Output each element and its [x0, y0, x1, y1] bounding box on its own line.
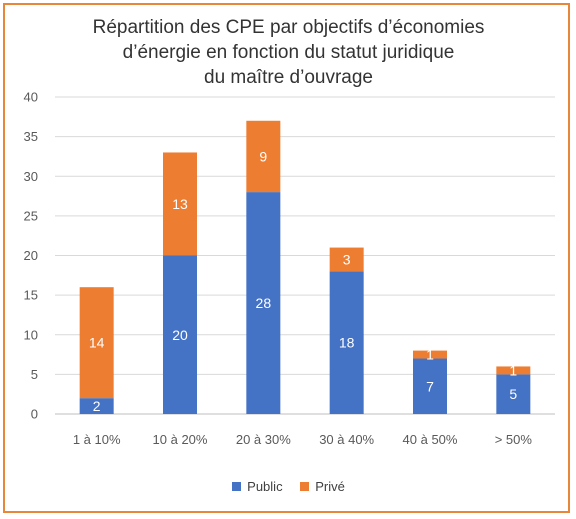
bar-public [163, 255, 197, 414]
x-tick-label: 20 à 30% [236, 432, 291, 447]
data-label: 9 [259, 148, 267, 164]
data-label: 28 [256, 295, 272, 311]
y-tick-label: 20 [24, 248, 38, 263]
data-label: 3 [343, 251, 351, 267]
bar-prive [329, 247, 364, 272]
data-label: 1 [509, 362, 517, 378]
y-tick-label: 10 [24, 327, 38, 342]
y-tick-label: 0 [31, 407, 38, 422]
data-label: 18 [339, 335, 355, 351]
data-label: 13 [172, 196, 188, 212]
legend-item-public: Public [232, 479, 283, 494]
legend-swatch-public [232, 482, 242, 491]
x-tick-label: 1 à 10% [73, 432, 121, 447]
x-tick-label: 40 à 50% [403, 432, 458, 447]
data-label: 20 [172, 327, 188, 343]
x-tick-label: 10 à 20% [153, 432, 208, 447]
bar-prive [496, 366, 531, 375]
y-tick-label: 5 [31, 367, 38, 382]
data-label: 5 [509, 386, 517, 402]
x-tick-label: 30 à 40% [319, 432, 374, 447]
data-label: 2 [93, 398, 101, 414]
bar-public [413, 358, 447, 414]
y-tick-label: 35 [24, 129, 38, 144]
legend-label-public: Public [247, 479, 283, 494]
y-tick-label: 40 [24, 90, 38, 105]
x-tick-label: > 50% [495, 432, 533, 447]
chart-title-line-1: Répartition des CPE par objectifs d’écon… [92, 17, 485, 38]
chart-legend: Public Privé [5, 479, 572, 494]
chart-frame: Répartition des CPE par objectifs d’écon… [3, 3, 570, 513]
data-label: 1 [426, 347, 434, 363]
y-tick-label: 15 [24, 288, 38, 303]
bar-public [79, 398, 114, 414]
bar-prive [79, 287, 114, 399]
legend-label-prive: Privé [315, 479, 345, 494]
legend-swatch-prive [300, 482, 310, 491]
y-tick-label: 30 [24, 169, 38, 184]
bar-prive [413, 350, 447, 359]
chart-title-line-2: d’énergie en fonction du statut juridiqu… [122, 42, 455, 63]
bar-public [496, 374, 531, 414]
bar-prive [246, 120, 281, 193]
data-label: 14 [89, 335, 105, 351]
chart-title: Répartition des CPE par objectifs d’écon… [5, 15, 572, 90]
chart-title-line-3: du maître d’ouvrage [204, 67, 373, 88]
bar-public [329, 271, 364, 414]
legend-item-prive: Privé [300, 479, 345, 494]
bar-public [246, 192, 281, 414]
data-label: 7 [426, 378, 434, 394]
bar-prive [163, 152, 197, 256]
y-tick-label: 25 [24, 208, 38, 223]
